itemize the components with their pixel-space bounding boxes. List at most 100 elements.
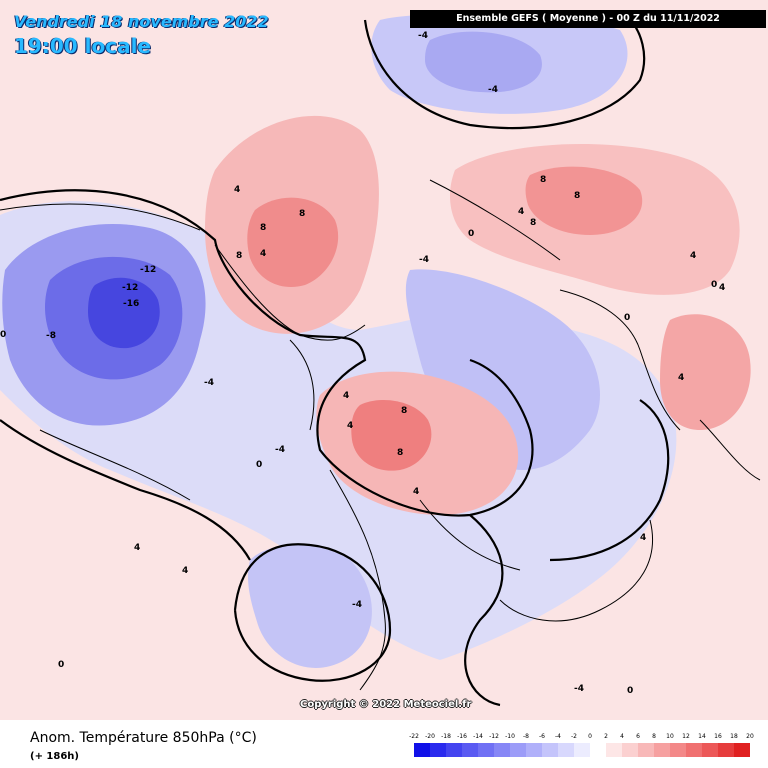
contour-label: 4 bbox=[343, 391, 349, 401]
contour-label: 4 bbox=[690, 251, 696, 261]
legend-tick: -16 bbox=[457, 733, 467, 740]
legend-swatch bbox=[510, 743, 526, 757]
contour-label: -16 bbox=[123, 299, 139, 309]
legend-swatch bbox=[606, 743, 622, 757]
legend-swatch bbox=[558, 743, 574, 757]
contour-label: -8 bbox=[46, 331, 56, 341]
legend-tick: -18 bbox=[441, 733, 451, 740]
legend-swatch bbox=[542, 743, 558, 757]
contour-label: 8 bbox=[299, 209, 305, 219]
contour-label: -4 bbox=[419, 255, 429, 265]
copyright-text: Copyright © 2022 Meteociel.fr bbox=[300, 699, 472, 710]
color-scale-legend: -22 -20 -18 -16 -14 -12 -10 -8 -6 -4 -2 0 2 4 6 8 10 12 14… bbox=[409, 733, 754, 763]
anomaly-zero-contours bbox=[0, 19, 670, 707]
legend-tick: -2 bbox=[571, 733, 577, 740]
legend-swatch bbox=[574, 743, 590, 757]
legend-tick: 14 bbox=[698, 733, 706, 740]
contour-label: 0 bbox=[468, 229, 474, 239]
legend-tick: -22 bbox=[409, 733, 419, 740]
contour-label: -4 bbox=[488, 85, 498, 95]
contour-label: 8 bbox=[260, 223, 266, 233]
coastlines bbox=[0, 179, 761, 691]
warm-anomaly-pacific bbox=[660, 314, 751, 430]
legend-tick: 16 bbox=[714, 733, 722, 740]
contour-label: -12 bbox=[140, 265, 156, 275]
legend-tick: -14 bbox=[473, 733, 483, 740]
contour-label: 4 bbox=[134, 543, 140, 553]
contour-label: 0 bbox=[0, 330, 6, 340]
warm-anomaly-alaska-core bbox=[247, 197, 339, 287]
contour-label: 8 bbox=[530, 218, 536, 228]
contour-label: -4 bbox=[574, 684, 584, 694]
contour-label: 4 bbox=[640, 533, 646, 543]
contour-label: 4 bbox=[347, 421, 353, 431]
contour-label: 4 bbox=[518, 207, 524, 217]
legend-swatch bbox=[494, 743, 510, 757]
contour-label: -12 bbox=[122, 283, 138, 293]
cold-anomaly-arctic-north-core bbox=[425, 31, 542, 93]
legend-swatch bbox=[590, 743, 606, 757]
legend-tick: 12 bbox=[682, 733, 690, 740]
legend-tick: 20 bbox=[746, 733, 754, 740]
legend-swatch bbox=[702, 743, 718, 757]
legend-tick: 18 bbox=[730, 733, 738, 740]
contour-label: 4 bbox=[678, 373, 684, 383]
legend-swatch bbox=[462, 743, 478, 757]
contour-label: 8 bbox=[236, 251, 242, 261]
contour-label: 0 bbox=[256, 460, 262, 470]
legend-swatch bbox=[686, 743, 702, 757]
legend-swatch bbox=[478, 743, 494, 757]
contour-label: 4 bbox=[260, 249, 266, 259]
legend-tick: -8 bbox=[523, 733, 529, 740]
legend-swatch bbox=[446, 743, 462, 757]
legend-swatch bbox=[654, 743, 670, 757]
contour-label: 4 bbox=[719, 283, 725, 293]
contour-label: 4 bbox=[413, 487, 419, 497]
contour-label: 0 bbox=[627, 686, 633, 696]
legend-color-bar bbox=[414, 743, 750, 757]
contour-label: -4 bbox=[275, 445, 285, 455]
legend-tick: 2 bbox=[604, 733, 608, 740]
legend-tick: -10 bbox=[505, 733, 515, 740]
model-run-banner: Ensemble GEFS ( Moyenne ) - 00 Z du 11/1… bbox=[410, 10, 766, 28]
legend-tick: -20 bbox=[425, 733, 435, 740]
contour-label: 8 bbox=[397, 448, 403, 458]
legend-tick: -6 bbox=[539, 733, 545, 740]
legend-swatch bbox=[430, 743, 446, 757]
contour-label: -4 bbox=[204, 378, 214, 388]
contour-label: 0 bbox=[624, 313, 630, 323]
legend-tick: -12 bbox=[489, 733, 499, 740]
contour-label: 0 bbox=[711, 280, 717, 290]
legend-tick: 6 bbox=[636, 733, 640, 740]
contour-label: 8 bbox=[574, 191, 580, 201]
legend-swatch bbox=[734, 743, 750, 757]
legend-swatch bbox=[670, 743, 686, 757]
valid-local-time: 19:00 locale bbox=[14, 34, 151, 58]
cold-anomaly-north-america-center bbox=[88, 277, 160, 349]
legend-swatch bbox=[526, 743, 542, 757]
cold-anomaly-atlantic bbox=[247, 545, 372, 668]
contour-label: 4 bbox=[234, 185, 240, 195]
legend-swatch bbox=[718, 743, 734, 757]
legend-tick-labels: -22 -20 -18 -16 -14 -12 -10 -8 -6 -4 -2 0 2 4 6 8 10 12 14… bbox=[409, 733, 754, 743]
valid-date: Vendredi 18 novembre 2022 bbox=[14, 12, 269, 31]
contour-label: 8 bbox=[401, 406, 407, 416]
legend-tick: -4 bbox=[555, 733, 561, 740]
legend-swatch bbox=[414, 743, 430, 757]
legend-swatch bbox=[622, 743, 638, 757]
contour-label: -4 bbox=[352, 600, 362, 610]
contour-label: 8 bbox=[540, 175, 546, 185]
legend-tick: 10 bbox=[666, 733, 674, 740]
map-title: Anom. Température 850hPa (°C) bbox=[30, 730, 257, 746]
legend-tick: 8 bbox=[652, 733, 656, 740]
lead-time: (+ 186h) bbox=[30, 751, 79, 762]
legend-tick: 0 bbox=[588, 733, 592, 740]
contour-label: 0 bbox=[58, 660, 64, 670]
legend-tick: 4 bbox=[620, 733, 624, 740]
contour-label: -4 bbox=[418, 31, 428, 41]
legend-swatch bbox=[638, 743, 654, 757]
warm-anomaly-europe-north-core bbox=[351, 400, 432, 471]
contour-label: 4 bbox=[182, 566, 188, 576]
